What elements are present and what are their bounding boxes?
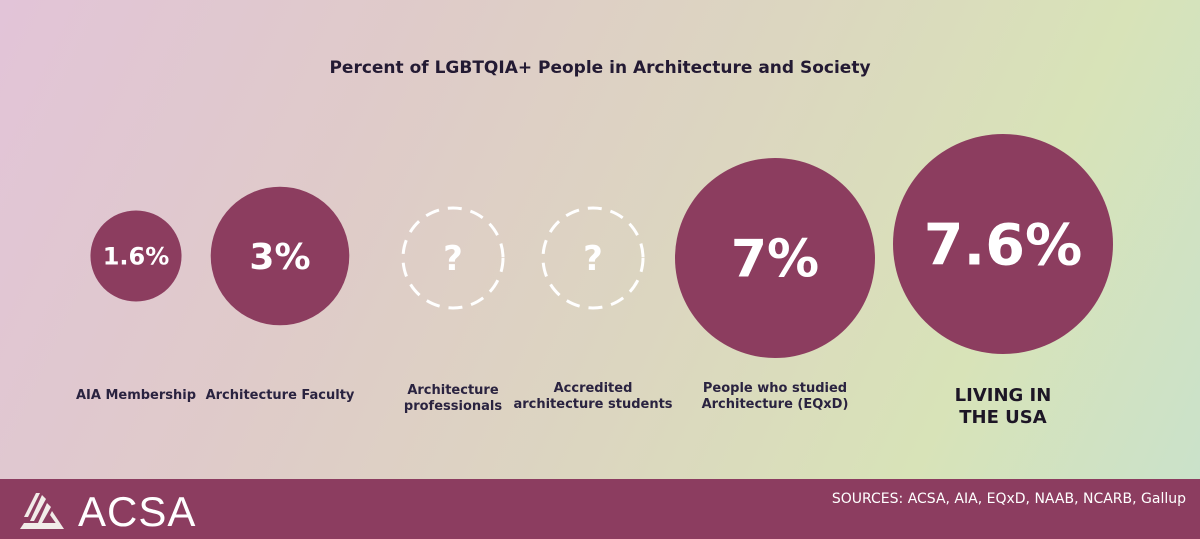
value-bubble bbox=[675, 158, 875, 358]
value-label: 7% bbox=[731, 230, 819, 290]
category-label: LIVING IN THE USA bbox=[954, 385, 1052, 428]
category-label: AIA Membership bbox=[75, 388, 197, 403]
value-bubble bbox=[210, 186, 350, 326]
category-label: Architecture professionals bbox=[403, 383, 503, 414]
sources-text: SOURCES: ACSA, AIA, EQxD, NAAB, NCARB, G… bbox=[831, 491, 1186, 507]
value-bubble bbox=[90, 210, 182, 302]
value-label: ? bbox=[443, 239, 463, 279]
svg-text:ACSA: ACSA bbox=[78, 488, 196, 531]
bubble-chart: 1.6% 3%?? 7% 7.6% bbox=[90, 134, 1113, 358]
value-label: ? bbox=[583, 239, 603, 279]
value-label: 3% bbox=[249, 237, 310, 278]
category-label: Architecture Faculty bbox=[205, 388, 355, 403]
value-bubble bbox=[893, 134, 1113, 354]
chart-title: Percent of LGBTQIA+ People in Architectu… bbox=[329, 58, 871, 78]
footer: ACSA SOURCES: ACSA, AIA, EQxD, NAAB, NCA… bbox=[0, 479, 1200, 539]
value-label: 1.6% bbox=[103, 243, 170, 271]
acsa-logo: ACSA bbox=[20, 488, 196, 531]
category-label: People who studied Architecture (EQxD) bbox=[701, 381, 849, 412]
unknown-bubble bbox=[401, 206, 505, 310]
category-label: Accredited architecture students bbox=[513, 381, 673, 412]
unknown-bubble bbox=[541, 206, 645, 310]
value-label: 7.6% bbox=[924, 213, 1083, 279]
